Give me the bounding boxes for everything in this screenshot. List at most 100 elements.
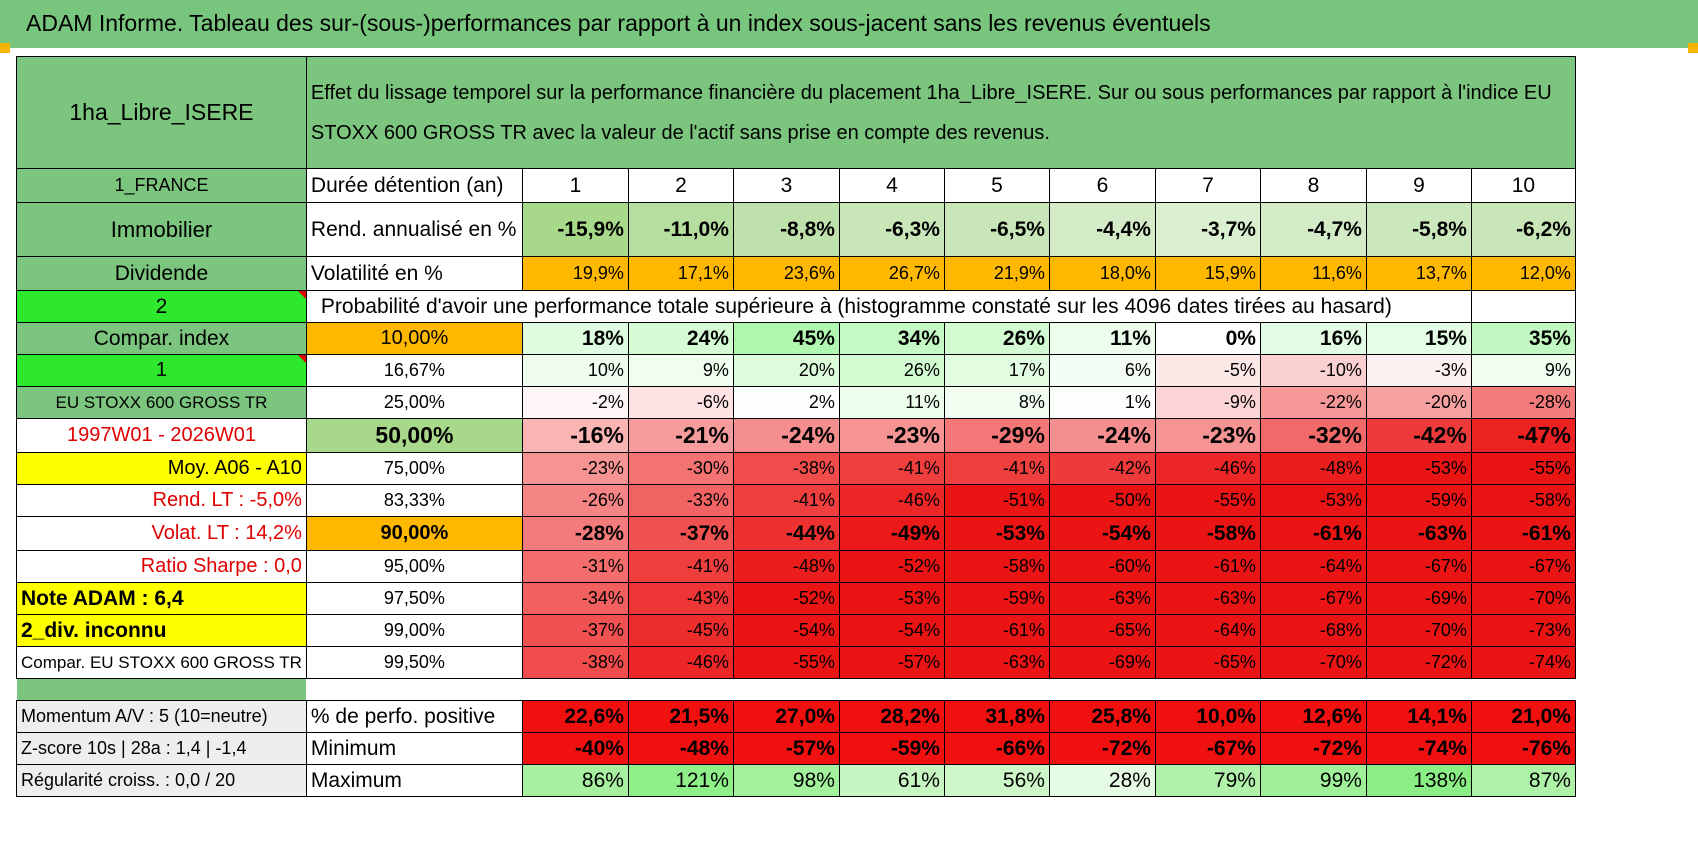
value-cell[interactable]: -28%	[521, 516, 629, 551]
value-cell[interactable]: 6%	[1048, 354, 1156, 387]
value-cell[interactable]: -4,7%	[1259, 202, 1367, 257]
probability-caption[interactable]: Probabilité d'avoir une performance tota…	[305, 290, 1472, 323]
value-cell[interactable]: -63%	[1154, 582, 1261, 615]
summary-value-cell[interactable]: 12,6%	[1259, 700, 1367, 733]
summary-value-cell[interactable]: 61%	[838, 764, 945, 797]
row-header-cell[interactable]: Compar. EU STOXX 600 GROSS TR	[16, 646, 307, 679]
value-cell[interactable]: -74%	[1470, 646, 1576, 679]
summary-value-cell[interactable]: -76%	[1470, 732, 1576, 765]
value-cell[interactable]: -59%	[943, 582, 1050, 615]
value-cell[interactable]: -47%	[1470, 418, 1576, 453]
value-cell[interactable]: -3,7%	[1154, 202, 1261, 257]
value-cell[interactable]: -61%	[1154, 550, 1261, 583]
row-header-cell[interactable]: Dividende	[16, 256, 307, 291]
value-cell[interactable]: -15,9%	[521, 202, 629, 257]
value-cell[interactable]: -54%	[732, 614, 840, 647]
value-cell[interactable]: 19,9%	[521, 256, 629, 291]
value-cell[interactable]: -53%	[1259, 484, 1367, 517]
value-cell[interactable]: 26,7%	[838, 256, 945, 291]
summary-value-cell[interactable]: 21,5%	[627, 700, 734, 733]
value-cell[interactable]: -53%	[838, 582, 945, 615]
value-cell[interactable]: -63%	[943, 646, 1050, 679]
value-cell[interactable]: 13,7%	[1365, 256, 1472, 291]
metric-label-cell[interactable]: Volatilité en %	[305, 256, 523, 291]
summary-value-cell[interactable]: -74%	[1365, 732, 1472, 765]
duration-header-cell[interactable]: 7	[1154, 168, 1261, 203]
row-header-cell[interactable]: Volat. LT : 14,2%	[16, 516, 307, 551]
value-cell[interactable]: -42%	[1365, 418, 1472, 453]
value-cell[interactable]: -4,4%	[1048, 202, 1156, 257]
value-cell[interactable]: -50%	[1048, 484, 1156, 517]
value-cell[interactable]: -41%	[732, 484, 840, 517]
value-cell[interactable]: -45%	[627, 614, 734, 647]
summary-value-cell[interactable]: 98%	[732, 764, 840, 797]
value-cell[interactable]: -70%	[1470, 582, 1576, 615]
metric-label-cell[interactable]: 83,33%	[305, 484, 523, 517]
metric-label-cell[interactable]: 50,00%	[305, 418, 523, 453]
value-cell[interactable]: -53%	[1365, 452, 1472, 485]
value-cell[interactable]: 1%	[1048, 386, 1156, 419]
value-cell[interactable]: -31%	[521, 550, 629, 583]
value-cell[interactable]: 9%	[627, 354, 734, 387]
value-cell[interactable]: -23%	[838, 418, 945, 453]
value-cell[interactable]: -8,8%	[732, 202, 840, 257]
summary-label-cell[interactable]: Maximum	[305, 764, 523, 797]
value-cell[interactable]: -30%	[627, 452, 734, 485]
value-cell[interactable]: -10%	[1259, 354, 1367, 387]
row-header-cell[interactable]: Compar. index	[16, 322, 307, 355]
value-cell[interactable]: -33%	[627, 484, 734, 517]
value-cell[interactable]: -34%	[521, 582, 629, 615]
value-cell[interactable]: -67%	[1365, 550, 1472, 583]
value-cell[interactable]: -61%	[1470, 516, 1576, 551]
value-cell[interactable]: -52%	[732, 582, 840, 615]
summary-value-cell[interactable]: 25,8%	[1048, 700, 1156, 733]
value-cell[interactable]: -5,8%	[1365, 202, 1472, 257]
value-cell[interactable]: -24%	[732, 418, 840, 453]
duration-header-cell[interactable]: 9	[1365, 168, 1472, 203]
value-cell[interactable]: 15%	[1365, 322, 1472, 355]
value-cell[interactable]: -68%	[1259, 614, 1367, 647]
value-cell[interactable]: -69%	[1048, 646, 1156, 679]
value-cell[interactable]: -46%	[838, 484, 945, 517]
value-cell[interactable]: 34%	[838, 322, 945, 355]
value-cell[interactable]: 11%	[838, 386, 945, 419]
value-cell[interactable]: -54%	[1048, 516, 1156, 551]
value-cell[interactable]: -48%	[1259, 452, 1367, 485]
value-cell[interactable]: -43%	[627, 582, 734, 615]
summary-value-cell[interactable]: -66%	[943, 732, 1050, 765]
value-cell[interactable]: -38%	[732, 452, 840, 485]
value-cell[interactable]: -26%	[521, 484, 629, 517]
value-cell[interactable]: -23%	[521, 452, 629, 485]
value-cell[interactable]: 10%	[521, 354, 629, 387]
duration-header-cell[interactable]: 8	[1259, 168, 1367, 203]
row-header-cell[interactable]: EU STOXX 600 GROSS TR	[16, 386, 307, 419]
summary-value-cell[interactable]: -59%	[838, 732, 945, 765]
empty-cell[interactable]	[1470, 290, 1576, 323]
row-header-cell[interactable]: Moy. A06 - A10	[16, 452, 307, 485]
value-cell[interactable]: -42%	[1048, 452, 1156, 485]
value-cell[interactable]: -37%	[521, 614, 629, 647]
row-header-cell[interactable]: 1_FRANCE	[16, 168, 307, 203]
value-cell[interactable]: 20%	[732, 354, 840, 387]
summary-header-cell[interactable]: Momentum A/V : 5 (10=neutre)	[16, 700, 307, 733]
summary-value-cell[interactable]: 56%	[943, 764, 1050, 797]
value-cell[interactable]: -69%	[1365, 582, 1472, 615]
summary-value-cell[interactable]: -72%	[1259, 732, 1367, 765]
summary-value-cell[interactable]: 22,6%	[521, 700, 629, 733]
summary-header-cell[interactable]: Régularité croiss. : 0,0 / 20	[16, 764, 307, 797]
value-cell[interactable]: -61%	[943, 614, 1050, 647]
metric-label-cell[interactable]: 10,00%	[305, 322, 523, 355]
value-cell[interactable]: -54%	[838, 614, 945, 647]
value-cell[interactable]: -6,2%	[1470, 202, 1576, 257]
duration-header-cell[interactable]: 2	[627, 168, 734, 203]
value-cell[interactable]: 24%	[627, 322, 734, 355]
metric-label-cell[interactable]: Durée détention (an)	[305, 168, 523, 203]
metric-label-cell[interactable]: 90,00%	[305, 516, 523, 551]
summary-value-cell[interactable]: -48%	[627, 732, 734, 765]
value-cell[interactable]: -6,5%	[943, 202, 1050, 257]
value-cell[interactable]: -41%	[627, 550, 734, 583]
value-cell[interactable]: 11%	[1048, 322, 1156, 355]
value-cell[interactable]: 2%	[732, 386, 840, 419]
value-cell[interactable]: 8%	[943, 386, 1050, 419]
metric-label-cell[interactable]: 97,50%	[305, 582, 523, 615]
